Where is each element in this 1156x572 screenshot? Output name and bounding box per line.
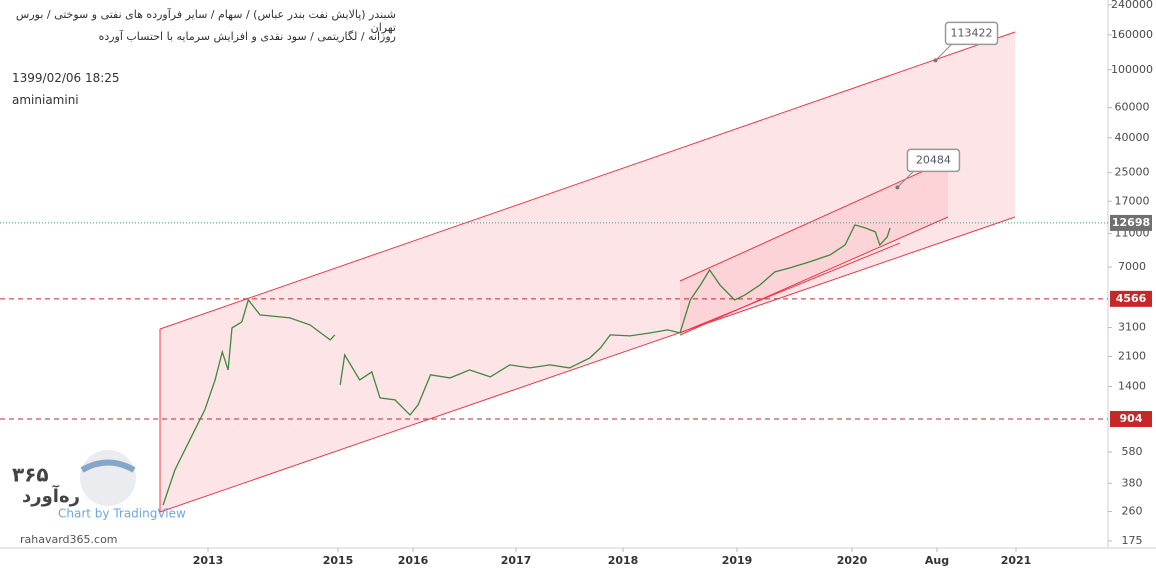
inner-upper — [679, 159, 949, 282]
x-tick-label: Aug — [925, 554, 949, 567]
x-tick-label: 2017 — [501, 554, 532, 567]
y-tick-label: 380 — [1122, 476, 1143, 489]
y-tick-label: 2100 — [1118, 349, 1146, 362]
logo-balloon — [80, 450, 136, 506]
callout-point — [933, 58, 938, 63]
y-tick-label: 580 — [1122, 445, 1143, 458]
channel-lower — [159, 216, 1016, 513]
inner-support — [679, 242, 901, 334]
callout-box — [906, 148, 961, 173]
x-tick-label: 2021 — [1001, 554, 1032, 567]
y-tick-label: 40000 — [1115, 131, 1150, 144]
x-tick-label: 2015 — [323, 554, 354, 567]
channel-fill — [160, 32, 1015, 512]
callout-label: 20484 — [916, 153, 951, 166]
logo-stripe — [80, 459, 136, 473]
watermark-credit: Chart by TradingView — [58, 507, 186, 521]
watermark-number: ۳۶۵ — [12, 463, 49, 487]
y-tick-label: 240000 — [1111, 0, 1153, 11]
x-tick-label: 2020 — [837, 554, 868, 567]
y-tick-label: 1400 — [1118, 380, 1146, 393]
x-tick-label: 2013 — [193, 554, 224, 567]
channel-upper — [159, 31, 1016, 330]
price-label: 904 — [1120, 412, 1143, 425]
y-tick-label: 100000 — [1111, 63, 1153, 76]
price-label-bg — [1110, 411, 1152, 428]
callout-label: 113422 — [951, 26, 993, 39]
y-tick-label: 3100 — [1118, 321, 1146, 334]
price-label: 12698 — [1112, 216, 1150, 229]
callout-pointer — [897, 171, 914, 188]
y-tick-label: 17000 — [1115, 194, 1150, 207]
callout-box — [944, 21, 999, 46]
y-tick-label: 7000 — [1118, 260, 1146, 273]
price-label-bg — [1110, 290, 1152, 307]
callout-pointer — [935, 44, 952, 61]
header-line2: روزانه / لگاریتمی / سود نقدی و افزایش سر… — [98, 30, 396, 43]
y-tick-label: 60000 — [1115, 101, 1150, 114]
price-label: 4566 — [1116, 292, 1147, 305]
watermark-site: rahavard365.com — [20, 533, 118, 546]
y-tick-label: 25000 — [1115, 166, 1150, 179]
header-line1: شبندر (پالایش نفت بندر عباس) / سهام / سا… — [15, 8, 396, 34]
x-tick-label: 2018 — [608, 554, 639, 567]
price-line-series — [162, 224, 891, 506]
inner-lower — [679, 216, 949, 336]
watermark-logo — [80, 450, 136, 506]
timestamp: 1399/02/06 18:25 — [12, 71, 120, 85]
x-tick-label: 2019 — [722, 554, 753, 567]
y-tick-label: 260 — [1122, 505, 1143, 518]
channel-lines — [159, 31, 1016, 513]
inner-channel-fill — [680, 160, 948, 335]
y-tick-label: 175 — [1122, 534, 1143, 547]
author: aminiamini — [12, 93, 79, 107]
x-tick-label: 2016 — [398, 554, 429, 567]
callout-point — [895, 185, 900, 190]
watermark-brand: ره‌آورد — [22, 484, 80, 507]
price-label-bg — [1110, 214, 1152, 231]
y-tick-label: 160000 — [1111, 28, 1153, 41]
